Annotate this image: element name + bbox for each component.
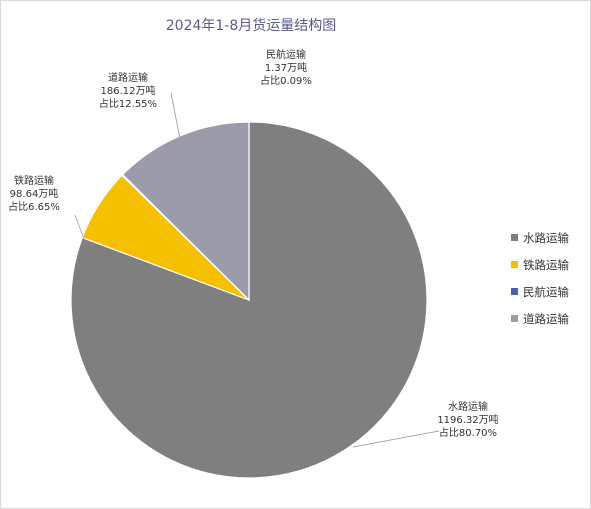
pie-slice-4: [121, 121, 250, 302]
data-label-4: 道路运输 186.12万吨占比12.55%: [99, 71, 157, 110]
leader-line-2: [74, 214, 85, 240]
legend-swatch-3: [511, 288, 518, 295]
data-label-1-line-2: 1196.32万吨: [437, 413, 498, 426]
leader-lines: [74, 92, 440, 448]
legend-label-3: 民航运输: [523, 285, 569, 299]
legend-swatch-4: [511, 315, 518, 322]
data-label-4-line-2: 186.12万吨: [101, 84, 156, 97]
legend-label-4: 道路运输: [523, 312, 569, 326]
chart-title: 2024年1-8月货运量结构图: [165, 18, 337, 34]
leader-line-4: [170, 92, 181, 140]
legend-label-2: 铁路运输: [523, 258, 569, 272]
data-labels: 水路运输 1196.32万吨占比80.70% 铁路运输 98.64万吨占比6.65% 民…: [8, 48, 499, 439]
data-label-3-line-1: 民航运输: [266, 48, 306, 61]
data-label-2-line-1: 铁路运输: [14, 174, 54, 187]
legend-swatch-1: [511, 234, 518, 241]
data-label-3-line-2: 1.37万吨: [265, 61, 307, 74]
legend-label-1: 水路运输: [523, 231, 569, 245]
data-label-1-line-3: 占比80.70%: [439, 426, 497, 439]
leader-line-1: [352, 430, 440, 448]
data-label-1-line-1: 水路运输: [448, 400, 488, 413]
data-label-2-line-2: 98.64万吨: [10, 187, 59, 200]
data-label-4-line-3: 占比12.55%: [99, 97, 157, 110]
data-label-4-line-1: 道路运输: [108, 71, 148, 84]
data-label-1: 水路运输 1196.32万吨占比80.70%: [437, 400, 498, 439]
data-label-2: 铁路运输 98.64万吨占比6.65%: [8, 174, 60, 213]
pie-slices: [70, 121, 428, 479]
data-label-2-line-3: 占比6.65%: [8, 200, 60, 213]
legend-swatch-2: [511, 261, 518, 268]
data-label-3: 民航运输 1.37万吨占比0.09%: [260, 48, 312, 87]
data-label-3-line-3: 占比0.09%: [260, 74, 312, 87]
